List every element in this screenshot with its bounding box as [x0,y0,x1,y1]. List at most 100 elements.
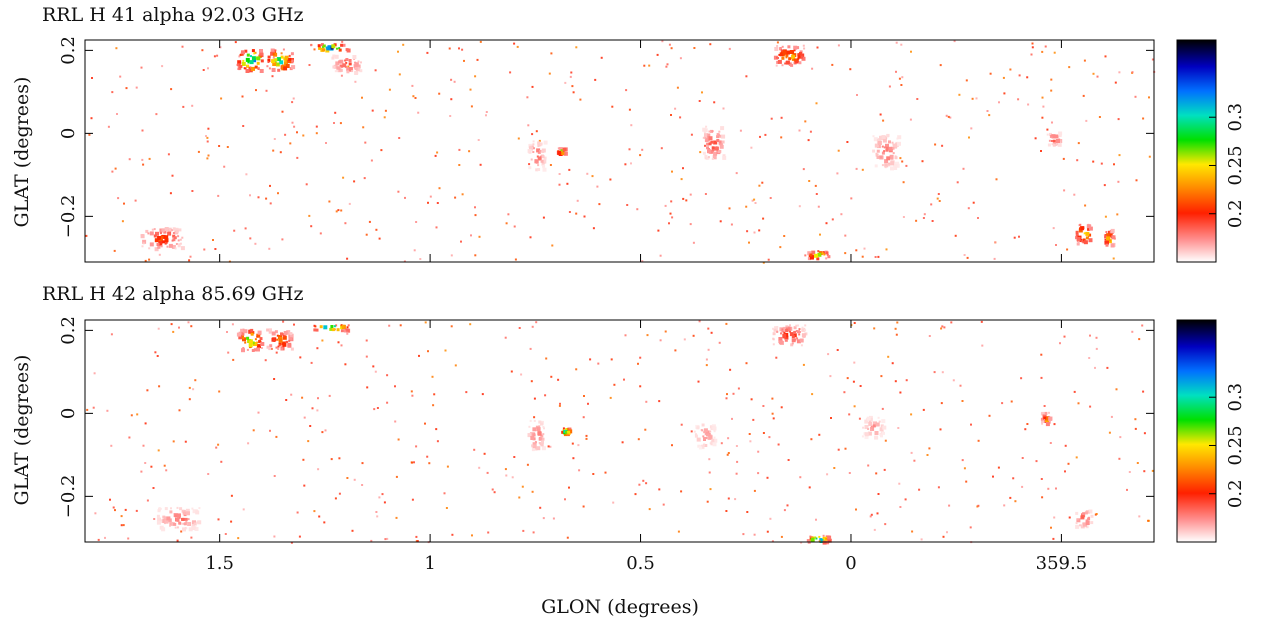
emission-pixel [280,55,284,59]
noise-pixel [1047,487,1050,490]
noise-pixel [609,396,612,399]
emission-pixel [240,328,244,332]
noise-pixel [156,355,159,357]
noise-pixel [571,85,574,88]
noise-pixel [771,397,774,400]
emission-pixel [176,506,179,509]
noise-pixel [780,406,783,409]
noise-pixel [529,236,532,239]
noise-pixel [485,111,488,113]
emission-pixel [273,340,276,342]
emission-pixel [185,520,188,523]
emission-pixel [701,423,705,427]
emission-pixel [704,139,708,143]
emission-pixel [529,432,534,437]
emission-pixel [181,509,185,513]
noise-pixel [946,531,948,534]
emission-pixel [530,436,535,440]
noise-pixel [436,151,439,154]
noise-pixel [93,372,96,375]
noise-pixel [344,222,347,225]
noise-pixel [901,76,904,79]
emission-pixel [1046,133,1049,136]
emission-pixel [696,437,701,442]
noise-pixel [477,139,480,141]
emission-pixel [246,336,250,340]
noise-pixel [586,172,589,175]
noise-pixel [804,254,807,257]
noise-pixel [643,64,646,67]
emission-pixel [169,522,172,525]
noise-pixel [682,167,684,170]
emission-pixel [708,148,710,150]
noise-pixel [485,114,487,117]
noise-pixel [572,91,575,94]
noise-pixel [415,535,418,538]
noise-pixel [157,327,160,330]
noise-pixel [427,201,429,204]
noise-pixel [337,209,340,212]
noise-pixel [545,357,548,360]
emission-pixel [883,146,886,149]
noise-pixel [895,333,898,336]
emission-pixel [713,438,718,443]
heatmap-plot-area[interactable]: 0.20−0.2 [58,36,1156,264]
emission-pixel [348,62,352,66]
noise-pixel [237,537,240,540]
noise-pixel [344,363,347,366]
noise-pixel [750,398,753,401]
noise-pixel [334,497,337,500]
noise-pixel [383,501,386,504]
noise-pixel [683,338,686,341]
noise-pixel [415,221,418,223]
emission-pixel [697,444,701,448]
noise-pixel [1136,462,1139,464]
noise-pixel [882,119,885,122]
noise-pixel [959,384,962,387]
noise-pixel [311,407,314,410]
noise-pixel [1040,353,1043,356]
noise-pixel [852,380,855,383]
emission-pixel [253,348,257,352]
emission-pixel [251,66,255,71]
emission-pixel [1085,231,1090,236]
emission-pixel [1083,240,1088,245]
emission-pixel [254,51,257,54]
noise-pixel [544,394,547,397]
noise-pixel [255,89,257,92]
heatmap-plot-area[interactable]: 1.5 1 0.5 0 359.50.20−0.2 [58,316,1155,574]
emission-pixel [541,148,546,153]
emission-pixel [884,163,888,167]
noise-pixel [799,476,802,479]
noise-pixel [530,380,533,383]
emission-pixel [801,326,804,329]
noise-pixel [509,71,512,74]
noise-pixel [921,160,924,163]
noise-pixel [670,114,672,116]
emission-pixel [791,54,794,57]
emission-pixel [310,44,313,47]
noise-pixel [319,232,322,235]
noise-pixel [817,205,820,208]
emission-pixel [707,149,711,154]
emission-pixel [277,345,280,348]
emission-pixel [344,59,347,62]
emission-pixel [875,152,878,155]
emission-pixel [1090,521,1094,525]
noise-pixel [378,496,381,499]
noise-pixel [1096,75,1099,78]
emission-pixel [164,507,168,511]
noise-pixel [967,207,970,210]
emission-pixel [338,47,341,50]
emission-pixel [712,155,717,160]
emission-pixel [173,522,177,526]
noise-pixel [412,95,415,98]
noise-pixel [538,139,541,142]
noise-pixel [861,168,864,171]
noise-pixel [657,229,660,232]
emission-pixel [541,437,545,441]
noise-pixel [1088,357,1091,359]
emission-pixel [704,137,707,140]
noise-pixel [729,368,732,371]
noise-pixel [566,182,569,185]
